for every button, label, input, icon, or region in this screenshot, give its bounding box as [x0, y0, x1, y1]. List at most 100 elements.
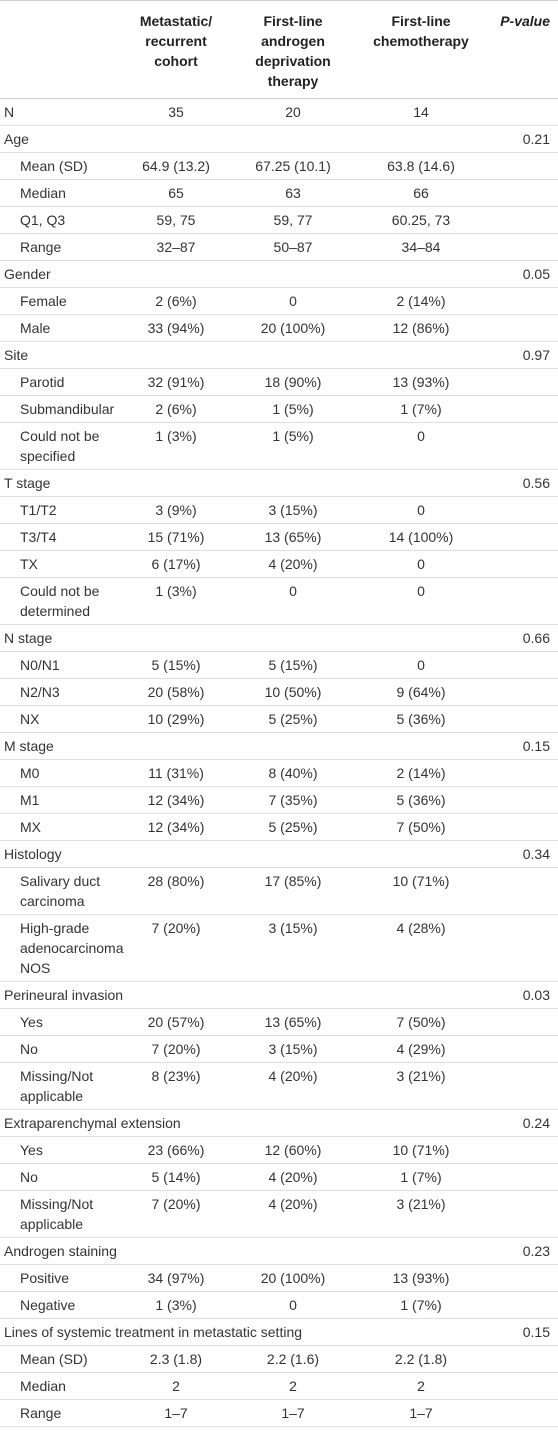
cell: 12 (34%): [122, 786, 230, 814]
cell: 33 (94%): [122, 314, 230, 342]
empty-cell: [486, 1062, 558, 1110]
cell: 34 (97%): [122, 1264, 230, 1292]
table-body: N 35 20 14 Age 0.21 Mean (SD) 64.9 (13.2) 67.25 …: [0, 98, 558, 1427]
data-row: M1 12 (34%) 7 (35%) 5 (36%): [0, 786, 558, 814]
group-label: Histology: [0, 840, 486, 868]
empty-cell: [486, 678, 558, 706]
cell: 1 (3%): [122, 577, 230, 625]
group-row: N stage 0.66: [0, 624, 558, 652]
empty-cell: [486, 1372, 558, 1400]
group-row: T stage 0.56: [0, 469, 558, 497]
cell: 1 (3%): [122, 422, 230, 470]
row-label: Mean (SD): [0, 1345, 122, 1373]
empty-cell: [486, 98, 558, 126]
row-label: Range: [0, 233, 122, 261]
cell: 1 (3%): [122, 1291, 230, 1319]
empty-cell: [486, 1264, 558, 1292]
data-row: Could not be determined 1 (3%) 0 0: [0, 577, 558, 625]
p-value: 0.34: [486, 840, 558, 868]
row-label: Could not be determined: [0, 577, 122, 625]
cell: 4 (29%): [356, 1035, 486, 1063]
cell: 8 (40%): [230, 759, 356, 787]
data-row: No 7 (20%) 3 (15%) 4 (29%): [0, 1035, 558, 1063]
empty-cell: [486, 422, 558, 470]
p-value: 0.56: [486, 469, 558, 497]
data-row: Range 1–7 1–7 1–7: [0, 1399, 558, 1427]
data-row: Median 65 63 66: [0, 179, 558, 207]
cell: 3 (9%): [122, 496, 230, 524]
data-row: Yes 20 (57%) 13 (65%) 7 (50%): [0, 1008, 558, 1036]
cell: 13 (65%): [230, 1008, 356, 1036]
group-label: Lines of systemic treatment in metastati…: [0, 1318, 486, 1346]
cell: 9 (64%): [356, 678, 486, 706]
group-row: Age 0.21: [0, 125, 558, 153]
row-label: Yes: [0, 1136, 122, 1164]
cell: 0: [230, 577, 356, 625]
empty-cell: [486, 1008, 558, 1036]
row-label: No: [0, 1035, 122, 1063]
data-row: NX 10 (29%) 5 (25%) 5 (36%): [0, 705, 558, 733]
empty-cell: [486, 496, 558, 524]
group-label: N stage: [0, 624, 486, 652]
cell: 63: [230, 179, 356, 207]
row-label: T3/T4: [0, 523, 122, 551]
empty-cell: [486, 206, 558, 234]
group-label: Extraparenchymal extension: [0, 1109, 486, 1137]
cell: 4 (20%): [230, 1190, 356, 1238]
data-row: High-grade adenocarcinoma NOS 7 (20%) 3 (1…: [0, 914, 558, 982]
data-row: Mean (SD) 64.9 (13.2) 67.25 (10.1) 63.8 (14…: [0, 152, 558, 180]
cell: 1 (7%): [356, 1291, 486, 1319]
empty-cell: [486, 395, 558, 423]
cell: 35: [122, 98, 230, 126]
data-row: Median 2 2 2: [0, 1372, 558, 1400]
cell: 59, 77: [230, 206, 356, 234]
cell: 5 (25%): [230, 813, 356, 841]
data-row: TX 6 (17%) 4 (20%) 0: [0, 550, 558, 578]
empty-cell: [486, 1035, 558, 1063]
empty-cell: [486, 867, 558, 915]
column-header: Metastatic/ recurrent cohort: [122, 0, 230, 99]
cell: 0: [356, 550, 486, 578]
cell: 13 (93%): [356, 1264, 486, 1292]
column-header: First-line chemotherapy: [356, 0, 486, 99]
data-row: No 5 (14%) 4 (20%) 1 (7%): [0, 1163, 558, 1191]
cell: 3 (21%): [356, 1190, 486, 1238]
header-row: Metastatic/ recurrent cohort First-line a…: [0, 0, 558, 99]
empty-cell: [486, 577, 558, 625]
empty-cell: [486, 523, 558, 551]
data-row: Mean (SD) 2.3 (1.8) 2.2 (1.6) 2.2 (1.8): [0, 1345, 558, 1373]
empty-cell: [486, 550, 558, 578]
cell: 1 (5%): [230, 395, 356, 423]
cell: 7 (20%): [122, 1035, 230, 1063]
row-label: Mean (SD): [0, 152, 122, 180]
cell: 32 (91%): [122, 368, 230, 396]
cell: 3 (15%): [230, 496, 356, 524]
data-row: N2/N3 20 (58%) 10 (50%) 9 (64%): [0, 678, 558, 706]
cell: 1 (7%): [356, 1163, 486, 1191]
group-label: Age: [0, 125, 486, 153]
p-value: 0.23: [486, 1237, 558, 1265]
data-row: T1/T2 3 (9%) 3 (15%) 0: [0, 496, 558, 524]
data-row: Parotid 32 (91%) 18 (90%) 13 (93%): [0, 368, 558, 396]
header-corner: [0, 0, 122, 99]
data-row: Salivary duct carcinoma 28 (80%) 17 (85%) 1…: [0, 867, 558, 915]
row-label: High-grade adenocarcinoma NOS: [0, 914, 124, 982]
cell: 13 (65%): [230, 523, 356, 551]
cell: 34–84: [356, 233, 486, 261]
empty-cell: [486, 1345, 558, 1373]
column-header: First-line androgen deprivation therapy: [230, 0, 356, 99]
p-value: 0.03: [486, 981, 558, 1009]
cell: 7 (20%): [122, 914, 230, 982]
cell: 63.8 (14.6): [356, 152, 486, 180]
row-label: MX: [0, 813, 122, 841]
data-row: MX 12 (34%) 5 (25%) 7 (50%): [0, 813, 558, 841]
cell: 11 (31%): [122, 759, 230, 787]
p-value: 0.24: [486, 1109, 558, 1137]
cell: 10 (71%): [356, 867, 486, 915]
cell: 5 (36%): [356, 705, 486, 733]
cell: 28 (80%): [122, 867, 230, 915]
group-row: Perineural invasion 0.03: [0, 981, 558, 1009]
group-label: Androgen staining: [0, 1237, 486, 1265]
data-row: Negative 1 (3%) 0 1 (7%): [0, 1291, 558, 1319]
